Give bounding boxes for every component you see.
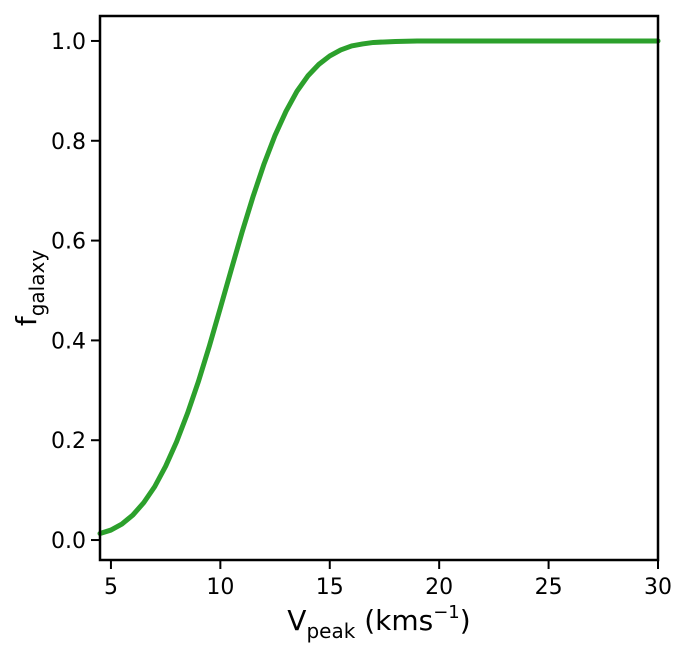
x-tick-label-0: 5	[104, 575, 118, 600]
plot-frame	[98, 14, 660, 562]
x-tick-label-1: 10	[206, 575, 234, 600]
x-tick-label-2: 15	[316, 575, 344, 600]
y-tick-label-4: 0.8	[51, 130, 86, 155]
x-axis-label-unit-prefix: (kms	[355, 604, 433, 637]
y-axis-label-subscript: galaxy	[25, 250, 49, 317]
y-tick-label-5: 1.0	[51, 30, 86, 55]
x-tick-label-5: 30	[644, 575, 672, 600]
x-tick-label-4: 25	[535, 575, 563, 600]
x-axis-label-subscript: peak	[306, 619, 355, 643]
x-axis-label-unit-suffix: )	[460, 604, 471, 637]
y-tick-label-0: 0.0	[51, 529, 86, 554]
series-line-0	[97, 38, 661, 537]
y-tick-label-1: 0.2	[51, 429, 86, 454]
y-tick-label-3: 0.6	[51, 230, 86, 255]
x-tick-label-3: 20	[425, 575, 453, 600]
plot-area	[97, 38, 661, 537]
y-tick-label-2: 0.4	[51, 329, 86, 354]
x-axis-label-base: V	[287, 604, 306, 637]
y-axis-label: fgalaxy	[10, 250, 49, 326]
x-axis-label-unit-superscript: −1	[433, 602, 460, 623]
y-axis-label-base: f	[10, 315, 43, 326]
axis-ticks: 5 10 15 20 25 30 0.0 0.2 0.4 0.6 0.8 1.0	[51, 30, 672, 600]
x-axis-label: Vpeak (kms−1)	[287, 602, 470, 643]
